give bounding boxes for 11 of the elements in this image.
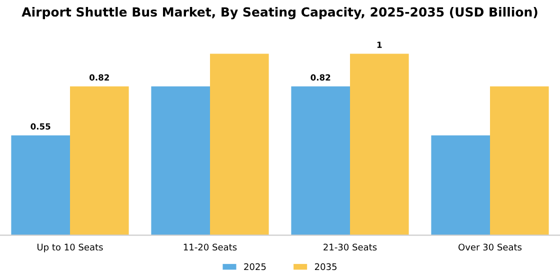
- data-label: 1: [377, 42, 382, 48]
- x-tick-label: 11-20 Seats: [184, 244, 237, 251]
- legend-label: 2035: [314, 263, 336, 270]
- data-label: 0.82: [90, 74, 109, 81]
- x-tick-label: 21-30 Seats: [324, 244, 377, 251]
- legend-label: 2025: [244, 263, 266, 270]
- data-label: 0.55: [30, 123, 50, 130]
- data-label: 0.82: [310, 74, 330, 81]
- x-tick-label: Over 30 Seats: [458, 244, 522, 251]
- x-tick-label: Up to 10 Seats: [38, 244, 103, 252]
- chart-title: Airport Shuttle Bus Market, By Seating Capacity, 2025-2035 (USD Billion): [22, 7, 538, 20]
